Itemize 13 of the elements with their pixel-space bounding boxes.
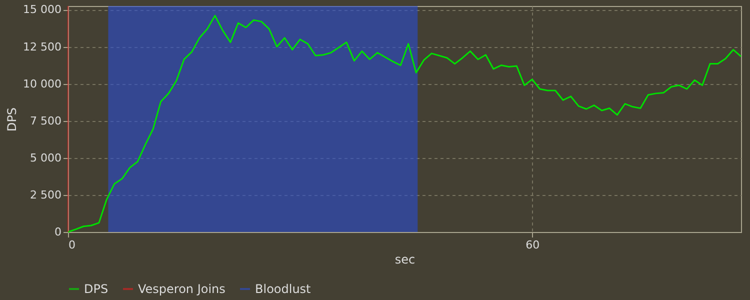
y-tick-label: 10 000 xyxy=(23,77,62,90)
legend-label: DPS xyxy=(84,282,108,296)
y-axis-title: DPS xyxy=(5,107,20,132)
legend-label: Bloodlust xyxy=(255,282,312,296)
y-tick-label: 12 500 xyxy=(23,40,62,54)
x-axis-title: sec xyxy=(394,252,416,266)
y-tick-label: 5 000 xyxy=(30,151,62,164)
y-tick-label: 15 000 xyxy=(23,3,62,16)
y-tick-label: 2 500 xyxy=(30,188,62,202)
y-tick-label: 0 xyxy=(54,226,62,238)
y-tick-label: 7 500 xyxy=(30,114,62,128)
x-tick-label: 60 xyxy=(526,238,540,252)
legend-label: Vesperon Joins xyxy=(138,282,226,296)
